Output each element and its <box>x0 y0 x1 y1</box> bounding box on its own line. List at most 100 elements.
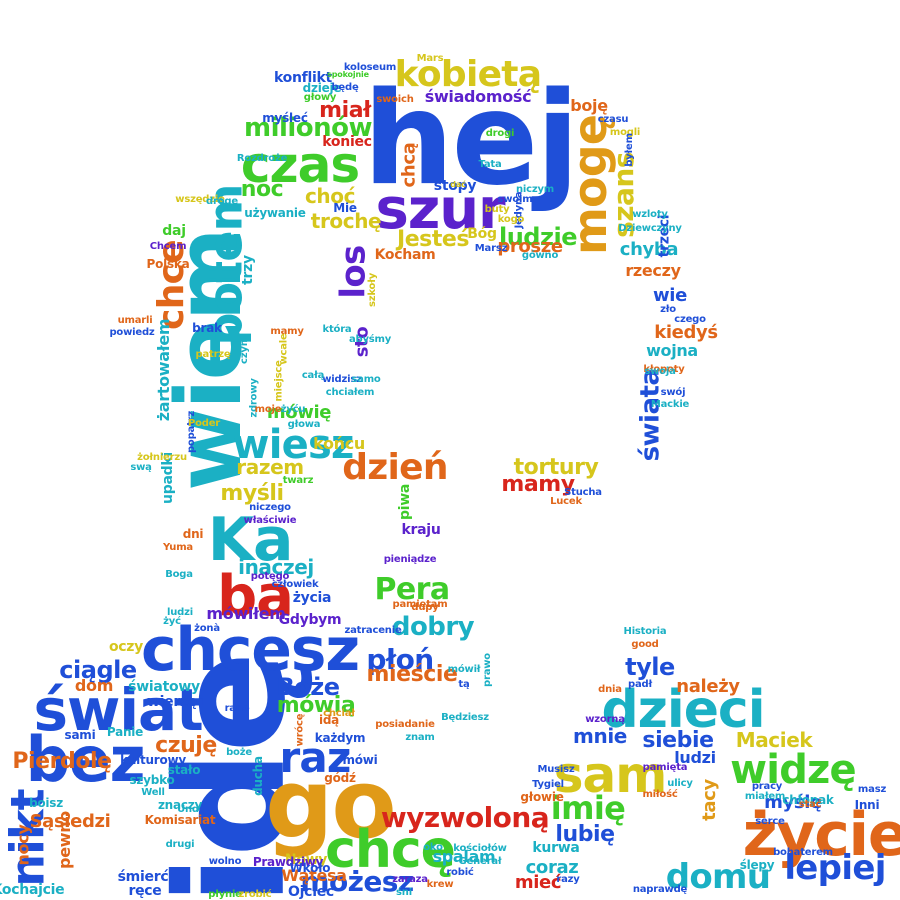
cloud-word: trochę <box>310 209 382 233</box>
cloud-word: wzloty <box>632 209 668 220</box>
cloud-word: wzorną <box>585 714 625 725</box>
cloud-word: Mars <box>416 53 444 64</box>
cloud-word: razy <box>556 874 580 885</box>
cloud-word: zło <box>660 304 676 315</box>
cloud-word: używanie <box>244 206 306 220</box>
cloud-word: wyzwoloną <box>380 801 550 834</box>
cloud-word: Generał <box>458 856 502 867</box>
cloud-word: abyśmy <box>348 334 392 345</box>
cloud-word: dnia <box>598 684 622 695</box>
cloud-word: swój <box>660 387 686 398</box>
cloud-word: bez <box>25 723 146 796</box>
cloud-word: raz <box>279 733 352 782</box>
cloud-word: oko <box>423 842 443 853</box>
cloud-word: ulicy <box>667 778 693 789</box>
cloud-word: szur <box>375 177 506 242</box>
cloud-word: padł <box>628 679 652 690</box>
cloud-word: myśli <box>220 481 284 506</box>
cloud-word: naprawdę <box>632 884 688 895</box>
cloud-word: trzeci <box>655 214 672 258</box>
cloud-word: Marsz <box>474 243 508 254</box>
cloud-word: koloseum <box>343 62 397 73</box>
cloud-word: samo <box>351 374 381 385</box>
cloud-word: kraju <box>401 522 441 538</box>
cloud-word: szkoły <box>367 272 378 308</box>
cloud-word: swą <box>130 462 152 473</box>
cloud-word: mówiłem <box>206 604 286 623</box>
cloud-word: Maciek <box>735 728 813 752</box>
cloud-word: pamiętam <box>392 599 448 610</box>
cloud-word: kogo <box>497 214 525 225</box>
cloud-word: robić <box>446 867 474 878</box>
cloud-word: mamy <box>501 472 575 497</box>
cloud-word: Kochajcie <box>0 882 65 898</box>
cloud-word: głowy <box>303 92 337 103</box>
cloud-word: swoich <box>376 94 414 105</box>
cloud-word: wojna <box>646 341 698 360</box>
cloud-word: Stucha <box>564 487 602 498</box>
cloud-word: spalam <box>432 847 496 866</box>
cloud-word: ślepy <box>739 858 775 872</box>
cloud-word: dzieci <box>601 680 766 740</box>
cloud-word: głowie <box>520 790 564 804</box>
cloud-word: Będziesz <box>441 712 489 723</box>
cloud-word: wrócę <box>293 713 305 747</box>
cloud-word: mieście <box>366 662 458 687</box>
cloud-word: piwa <box>397 483 413 521</box>
cloud-word: noc <box>240 177 284 202</box>
cloud-word: tacy <box>699 779 720 821</box>
cloud-word: ba <box>217 564 294 629</box>
cloud-word: czasu <box>597 114 629 125</box>
cloud-word: swoja <box>644 366 676 377</box>
cloud-word: Rozdroże <box>236 153 288 164</box>
cloud-word: prosze <box>497 236 563 257</box>
cloud-word: powiedz <box>109 327 155 338</box>
cloud-word: mówi <box>342 753 378 767</box>
cloud-word: chce <box>150 240 192 330</box>
cloud-word: Und <box>177 804 199 815</box>
cloud-word: wiesz <box>232 422 355 468</box>
cloud-word: Mackie <box>650 399 690 410</box>
cloud-word: idą <box>318 713 340 727</box>
cloud-word: kłopoty <box>643 364 685 375</box>
cloud-word: dzieje <box>302 81 342 95</box>
cloud-word: wierzę <box>146 694 198 710</box>
cloud-word: sami <box>64 728 96 742</box>
cloud-word: chcę <box>325 820 456 880</box>
cloud-word: choć <box>304 184 356 208</box>
cloud-word: boję <box>570 96 608 115</box>
cloud-word: bohaterem <box>773 847 833 858</box>
cloud-word: good <box>631 639 659 650</box>
cloud-word: sam <box>553 746 668 804</box>
cloud-word: życie <box>742 800 900 870</box>
cloud-word: mogli <box>609 127 641 138</box>
cloud-word: Ka <box>207 505 294 575</box>
cloud-word: chciałem <box>325 387 375 398</box>
cloud-word: krew <box>426 879 454 890</box>
cloud-word: rzeczy <box>625 261 681 280</box>
cloud-word: Nowy <box>284 852 328 868</box>
cloud-word: Musisz <box>537 764 575 775</box>
cloud-word: umarli <box>117 315 153 326</box>
cloud-word: która <box>322 324 352 335</box>
cloud-word: Bóg <box>467 226 497 242</box>
cloud-word: miejsce <box>273 360 285 402</box>
cloud-word: niczego <box>249 502 291 513</box>
cloud-word: światowy <box>128 679 200 695</box>
cloud-word: czym <box>238 336 250 364</box>
cloud-word: szybko <box>129 773 175 787</box>
cloud-word: miłość <box>642 789 678 800</box>
cloud-word: płoń <box>366 643 434 676</box>
cloud-word: czuję <box>155 733 217 758</box>
cloud-word: Dziewczyny <box>618 223 682 234</box>
cloud-word: Inni <box>854 798 880 812</box>
cloud-word: pamięta <box>642 762 688 773</box>
cloud-word: właściwie <box>243 515 297 526</box>
cloud-word: Panie <box>106 725 144 739</box>
cloud-word: stać <box>798 799 822 810</box>
cloud-word: hej <box>362 65 580 214</box>
cloud-word: świadomość <box>424 87 532 106</box>
cloud-word: Pera <box>374 572 451 607</box>
cloud-word: czego <box>674 314 706 325</box>
cloud-word: moje <box>254 404 282 415</box>
